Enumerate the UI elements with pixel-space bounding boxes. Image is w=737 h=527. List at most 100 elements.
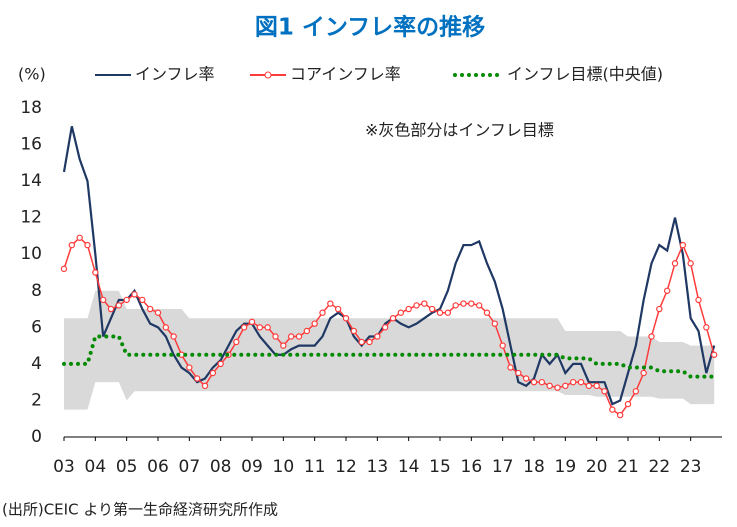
series-marker xyxy=(632,388,640,395)
x-tick-label: 11 xyxy=(304,457,326,477)
series-marker xyxy=(350,327,358,335)
series-marker xyxy=(569,378,577,386)
series-marker xyxy=(311,320,318,327)
target-band xyxy=(64,290,715,410)
series-marker xyxy=(334,305,342,313)
y-tick-label: 12 xyxy=(20,208,42,228)
series-marker xyxy=(436,309,444,316)
series-marker xyxy=(170,333,177,340)
series-marker xyxy=(272,333,279,340)
x-tick-label: 23 xyxy=(680,457,702,477)
series-marker xyxy=(413,302,420,309)
x-tick-label: 20 xyxy=(586,457,608,477)
series-marker xyxy=(546,382,553,390)
x-tick-label: 04 xyxy=(85,457,107,477)
series-marker xyxy=(84,241,91,249)
y-tick-label: 18 xyxy=(20,98,42,118)
legend-label: インフレ率 xyxy=(135,65,215,84)
series-marker xyxy=(295,333,303,340)
series-marker xyxy=(209,369,217,377)
series-marker xyxy=(303,327,311,335)
series-marker xyxy=(475,302,483,309)
series-marker xyxy=(577,378,585,386)
chart-title: 図1 インフレ率の推移 xyxy=(255,14,485,41)
x-tick-label: 09 xyxy=(241,457,263,477)
series-marker xyxy=(107,305,115,313)
x-tick-label: 03 xyxy=(53,457,75,477)
series-marker xyxy=(186,364,193,371)
x-tick-label: 15 xyxy=(429,457,451,477)
series-marker xyxy=(60,265,68,273)
annotation: ※灰色部分はインフレ目標 xyxy=(365,121,554,140)
series-marker xyxy=(115,302,123,309)
series-marker xyxy=(671,260,679,267)
series-marker xyxy=(405,305,412,313)
series-marker xyxy=(342,314,350,322)
series-marker xyxy=(217,360,224,368)
y-axis-label: (%) xyxy=(18,65,46,84)
series-marker xyxy=(507,364,514,371)
x-tick-label: 18 xyxy=(523,457,545,477)
legend-label: コアインフレ率 xyxy=(290,65,401,84)
series-marker xyxy=(358,338,365,346)
series-marker xyxy=(616,411,624,419)
y-tick-label: 0 xyxy=(31,427,42,447)
series-marker xyxy=(397,309,405,316)
series-marker xyxy=(640,369,647,377)
series-marker xyxy=(679,241,687,249)
x-tick-label: 07 xyxy=(179,457,201,477)
series-marker xyxy=(131,291,138,298)
series-marker xyxy=(703,324,710,331)
series-marker xyxy=(663,287,671,294)
series-marker xyxy=(139,296,146,304)
series-marker xyxy=(609,406,616,413)
series-marker xyxy=(530,378,538,386)
series-marker xyxy=(601,388,608,395)
series-marker xyxy=(554,384,561,391)
series-marker xyxy=(483,309,491,316)
series-marker xyxy=(428,305,436,313)
x-tick-label: 19 xyxy=(555,457,577,477)
series-marker xyxy=(538,378,546,386)
series-marker xyxy=(648,333,655,340)
series-marker xyxy=(201,382,209,390)
series-marker xyxy=(240,324,248,331)
series-line xyxy=(62,126,716,406)
series-marker xyxy=(280,342,287,349)
series-marker xyxy=(92,269,99,276)
series-marker xyxy=(248,318,256,326)
x-tick-label: 10 xyxy=(273,457,295,477)
series-marker xyxy=(264,324,271,331)
y-tick-label: 10 xyxy=(20,244,42,264)
series-marker xyxy=(452,302,459,309)
series-marker xyxy=(656,305,663,313)
x-tick-label: 17 xyxy=(492,457,514,477)
series-marker xyxy=(319,309,326,316)
series-marker xyxy=(491,320,499,327)
series-marker xyxy=(287,333,295,340)
series-marker xyxy=(687,260,694,267)
series-line xyxy=(62,334,717,379)
x-tick-label: 05 xyxy=(116,457,138,477)
series-marker xyxy=(515,369,522,377)
series-marker xyxy=(381,324,389,331)
x-tick-label: 22 xyxy=(649,457,671,477)
y-tick-label: 4 xyxy=(31,354,42,374)
series-marker xyxy=(193,375,201,382)
series-marker xyxy=(233,338,240,346)
series-marker xyxy=(154,309,162,316)
series-marker xyxy=(460,300,467,307)
series-marker xyxy=(624,400,632,408)
series-marker xyxy=(374,333,381,340)
series-marker xyxy=(99,296,107,304)
series-marker xyxy=(522,375,530,382)
series-marker xyxy=(593,382,600,390)
x-tick-label: 12 xyxy=(335,457,357,477)
x-tick-label: 13 xyxy=(367,457,389,477)
series-marker xyxy=(327,300,334,307)
series-marker xyxy=(366,338,373,346)
y-tick-label: 6 xyxy=(31,317,42,337)
series-marker xyxy=(468,300,475,307)
series-marker xyxy=(499,342,506,349)
